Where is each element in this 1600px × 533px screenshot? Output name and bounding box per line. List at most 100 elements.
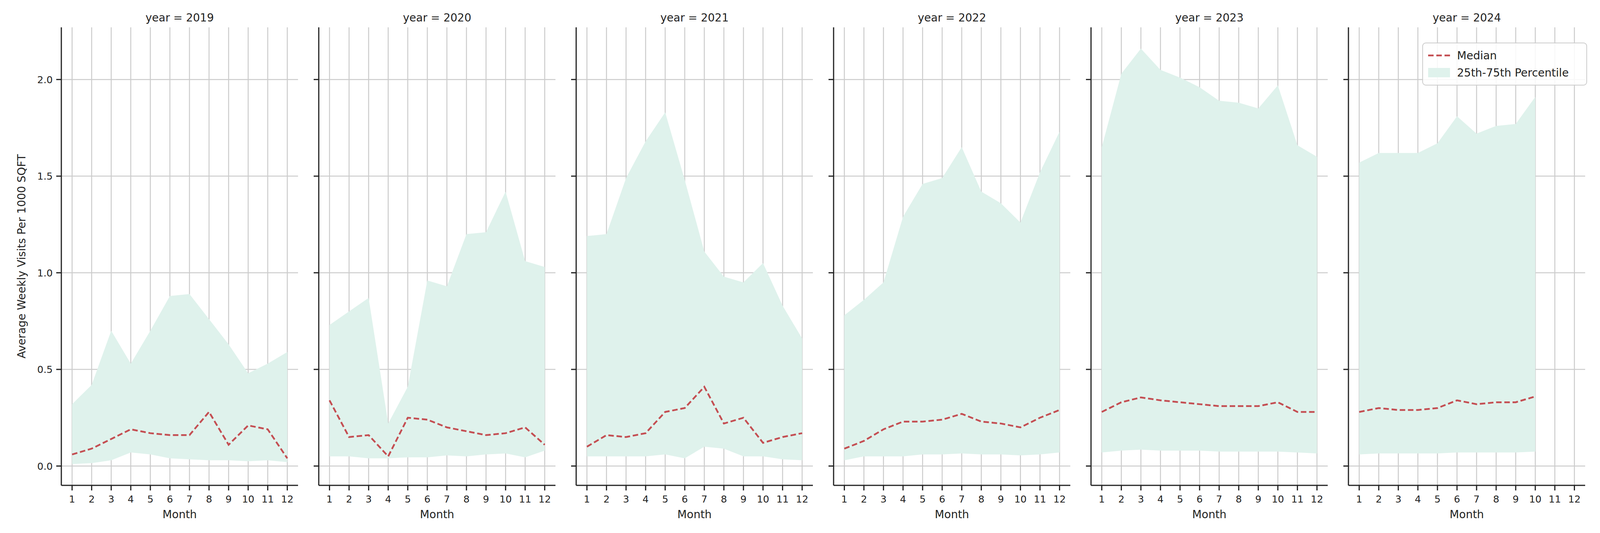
x-tick-label: 12 — [281, 493, 294, 506]
y-tick — [828, 175, 834, 177]
grid-line — [318, 465, 556, 467]
x-tick-label: 12 — [538, 493, 552, 506]
y-axis-line — [833, 27, 835, 486]
x-tick — [683, 485, 686, 491]
x-tick-label: 5 — [662, 493, 669, 506]
x-axis-line — [318, 485, 556, 487]
x-tick-label: 9 — [997, 493, 1004, 506]
x-tick-label: 11 — [1291, 493, 1304, 506]
x-tick — [1573, 485, 1575, 491]
x-tick — [1198, 485, 1200, 491]
x-tick-label: 4 — [127, 493, 134, 506]
x-tick — [1257, 485, 1259, 491]
y-axis-line — [60, 27, 63, 486]
median-line — [1101, 397, 1318, 413]
x-axis-label: Month — [162, 508, 197, 522]
x-tick-label: 9 — [1255, 493, 1262, 506]
x-tick — [110, 485, 112, 491]
x-tick — [1179, 485, 1181, 491]
y-tick — [828, 369, 834, 371]
data-group — [1359, 96, 1536, 455]
y-tick — [56, 465, 62, 467]
x-tick — [1019, 485, 1022, 491]
grid-line — [61, 175, 299, 177]
y-tick — [313, 78, 319, 81]
x-tick-label: 11 — [518, 493, 532, 506]
x-tick — [1358, 485, 1360, 491]
y-tick — [828, 272, 834, 274]
x-tick — [1456, 485, 1458, 491]
x-tick-label: 10 — [499, 493, 512, 506]
x-tick-label: 2 — [88, 493, 95, 506]
x-tick-label: 3 — [623, 493, 630, 506]
panel: 123456789101112Monthyear = 2020 — [313, 11, 556, 522]
panel-title: year = 2022 — [917, 11, 987, 25]
x-axis-line — [576, 485, 813, 487]
panel: 123456789101112Monthyear = 2021 — [571, 11, 813, 522]
x-tick-label: 2 — [1118, 493, 1125, 506]
x-tick — [149, 485, 151, 491]
x-tick — [208, 485, 210, 491]
x-tick — [228, 485, 230, 491]
x-tick — [544, 485, 546, 491]
x-axis-line — [1091, 485, 1328, 487]
x-tick-label: 12 — [796, 493, 809, 506]
y-tick — [1343, 369, 1349, 371]
panel: 0.00.51.01.52.0123456789101112MonthAvera… — [15, 11, 299, 522]
x-tick — [466, 485, 468, 491]
x-tick — [1000, 485, 1002, 491]
grid-line — [833, 78, 1071, 81]
grid-line — [576, 78, 813, 81]
x-tick-label: 1 — [326, 493, 333, 506]
x-tick-label: 10 — [756, 493, 770, 506]
percentile-band — [72, 294, 288, 465]
x-tick — [782, 485, 784, 491]
x-axis-line — [833, 485, 1071, 487]
percentile-band — [1101, 48, 1318, 454]
x-tick — [980, 485, 983, 491]
x-tick — [1534, 485, 1536, 491]
x-tick-label: 12 — [1310, 493, 1324, 506]
x-tick — [426, 485, 428, 491]
x-tick — [524, 485, 526, 491]
x-tick — [921, 485, 924, 491]
panel: 123456789101112Monthyear = 2022 — [828, 11, 1071, 522]
x-tick-label: 6 — [681, 493, 688, 506]
x-tick — [1238, 485, 1240, 491]
x-tick — [1515, 485, 1517, 491]
grid-line — [576, 175, 813, 177]
grid-line — [576, 465, 813, 467]
x-tick — [407, 485, 409, 491]
x-tick — [605, 485, 608, 491]
x-tick-label: 1 — [841, 493, 848, 506]
x-tick-label: 12 — [1053, 493, 1067, 506]
y-tick — [1085, 175, 1092, 177]
x-tick — [882, 485, 884, 491]
chart-root: 0.00.51.01.52.0123456789101112MonthAvera… — [0, 0, 1600, 533]
y-tick — [313, 272, 319, 274]
x-tick — [267, 485, 269, 491]
y-tick — [571, 175, 577, 177]
percentile-band — [1359, 96, 1536, 455]
x-tick-label: 7 — [1473, 493, 1480, 506]
x-tick — [723, 485, 725, 491]
x-tick-label: 6 — [1196, 493, 1203, 506]
x-tick-label: 7 — [186, 493, 193, 506]
x-tick — [387, 485, 389, 491]
x-tick — [189, 485, 191, 491]
x-tick — [286, 485, 288, 491]
x-tick-label: 1 — [1098, 493, 1106, 506]
grid-line — [61, 272, 299, 274]
grid-line — [1091, 465, 1328, 467]
x-tick-label: 9 — [225, 493, 232, 506]
x-tick — [1140, 485, 1142, 491]
x-tick — [902, 485, 904, 491]
x-tick — [1378, 485, 1380, 491]
x-tick-label: 1 — [1356, 493, 1363, 506]
x-tick — [1277, 485, 1279, 491]
x-tick-label: 5 — [404, 493, 411, 506]
grid-line — [387, 27, 390, 486]
y-axis-line — [1348, 27, 1350, 486]
y-tick — [56, 175, 62, 177]
x-tick — [1039, 485, 1041, 491]
